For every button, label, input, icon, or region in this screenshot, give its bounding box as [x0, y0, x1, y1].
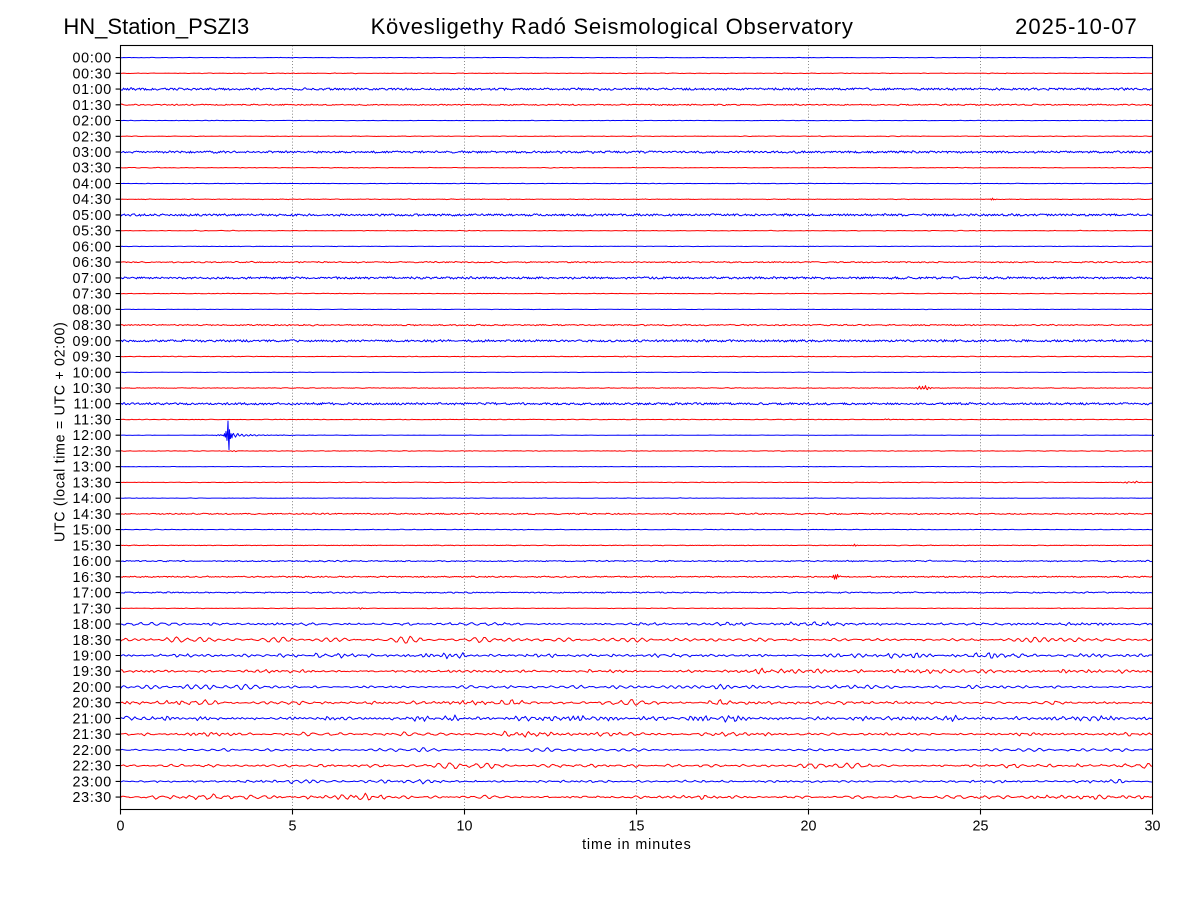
svg-text:02:30: 02:30 — [72, 129, 112, 145]
svg-text:06:30: 06:30 — [72, 255, 112, 271]
svg-text:08:30: 08:30 — [72, 318, 112, 334]
svg-text:00:30: 00:30 — [72, 66, 112, 82]
svg-text:19:30: 19:30 — [72, 664, 112, 680]
svg-text:08:00: 08:00 — [72, 302, 112, 318]
svg-text:14:30: 14:30 — [72, 507, 112, 523]
svg-text:13:00: 13:00 — [72, 460, 112, 476]
svg-text:07:00: 07:00 — [72, 271, 112, 287]
svg-text:25: 25 — [973, 819, 989, 835]
svg-text:20: 20 — [801, 819, 817, 835]
svg-text:22:30: 22:30 — [72, 759, 112, 775]
svg-text:05:00: 05:00 — [72, 208, 112, 224]
svg-text:15: 15 — [629, 819, 645, 835]
svg-text:17:00: 17:00 — [72, 586, 112, 602]
svg-text:15:30: 15:30 — [72, 538, 112, 554]
svg-text:12:30: 12:30 — [72, 444, 112, 460]
svg-text:11:30: 11:30 — [74, 413, 112, 429]
svg-text:03:30: 03:30 — [72, 161, 112, 177]
svg-text:09:30: 09:30 — [72, 350, 112, 366]
svg-text:15:00: 15:00 — [72, 523, 112, 539]
svg-text:04:30: 04:30 — [72, 192, 112, 208]
svg-text:18:00: 18:00 — [72, 617, 112, 633]
svg-text:14:00: 14:00 — [72, 491, 112, 507]
svg-text:23:00: 23:00 — [72, 774, 112, 790]
svg-text:17:30: 17:30 — [72, 601, 112, 617]
svg-text:2025-10-07: 2025-10-07 — [1015, 14, 1138, 39]
svg-text:19:00: 19:00 — [72, 649, 112, 665]
svg-text:10:00: 10:00 — [72, 365, 112, 381]
svg-text:30: 30 — [1145, 819, 1161, 835]
svg-text:Kövesligethy Radó Seismologica: Kövesligethy Radó Seismological Observat… — [371, 14, 854, 39]
svg-text:23:30: 23:30 — [72, 790, 112, 806]
svg-text:01:00: 01:00 — [72, 82, 112, 98]
svg-text:UTC (local time = UTC + 02:00): UTC (local time = UTC + 02:00) — [53, 322, 69, 543]
svg-text:03:00: 03:00 — [72, 145, 112, 161]
svg-text:02:00: 02:00 — [72, 114, 112, 130]
svg-text:13:30: 13:30 — [72, 475, 112, 491]
svg-text:01:30: 01:30 — [72, 98, 112, 114]
svg-text:12:00: 12:00 — [72, 428, 112, 444]
svg-text:20:30: 20:30 — [72, 696, 112, 712]
svg-text:07:30: 07:30 — [72, 287, 112, 303]
svg-text:5: 5 — [289, 819, 297, 835]
svg-text:16:30: 16:30 — [72, 570, 112, 586]
svg-text:21:30: 21:30 — [72, 727, 112, 743]
svg-text:0: 0 — [117, 819, 125, 835]
svg-text:00:00: 00:00 — [72, 51, 112, 67]
svg-text:10: 10 — [457, 819, 473, 835]
svg-text:09:00: 09:00 — [72, 334, 112, 350]
svg-text:16:00: 16:00 — [72, 554, 112, 570]
svg-text:10:30: 10:30 — [72, 381, 112, 397]
svg-text:HN_Station_PSZI3: HN_Station_PSZI3 — [63, 14, 249, 39]
svg-text:21:00: 21:00 — [72, 711, 112, 727]
svg-text:04:00: 04:00 — [72, 177, 112, 193]
svg-text:11:00: 11:00 — [74, 397, 112, 413]
svg-text:18:30: 18:30 — [72, 633, 112, 649]
svg-text:time in minutes: time in minutes — [582, 837, 692, 853]
svg-text:05:30: 05:30 — [72, 224, 112, 240]
svg-text:22:00: 22:00 — [72, 743, 112, 759]
svg-text:06:00: 06:00 — [72, 239, 112, 255]
svg-text:20:00: 20:00 — [72, 680, 112, 696]
